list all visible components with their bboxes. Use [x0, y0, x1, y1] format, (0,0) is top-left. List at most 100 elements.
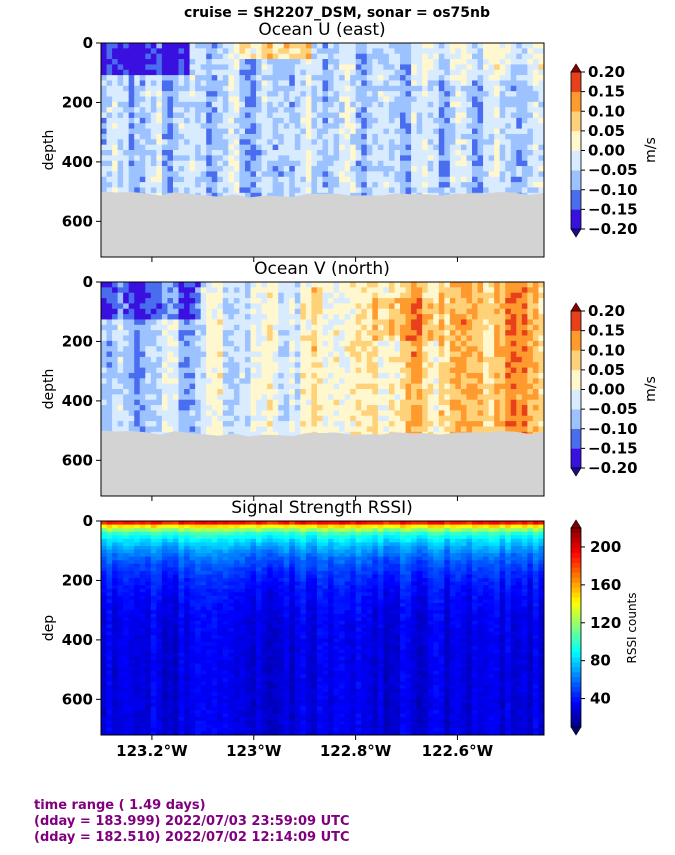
- u-cell: [178, 139, 185, 146]
- u-cell: [228, 59, 235, 65]
- u-cell: [195, 123, 202, 129]
- u-cell: [128, 144, 135, 151]
- v-cell: [217, 410, 224, 417]
- v-cell: [355, 340, 362, 347]
- v-cell: [361, 303, 368, 310]
- v-cell: [112, 372, 119, 379]
- u-cell: [250, 59, 257, 65]
- rssi-cell: [106, 570, 113, 575]
- u-cell: [460, 91, 467, 97]
- v-cell: [305, 282, 312, 288]
- v-cell: [311, 298, 318, 304]
- u-cell: [256, 150, 262, 156]
- u-cell: [460, 59, 467, 65]
- v-cell: [510, 399, 517, 406]
- u-cell: [211, 53, 218, 60]
- v-cell: [161, 362, 168, 368]
- u-cell: [527, 85, 534, 92]
- v-cell: [366, 372, 373, 379]
- u-cell: [339, 75, 346, 81]
- v-cell: [361, 394, 368, 401]
- v-cell: [283, 431, 290, 438]
- u-cell: [139, 59, 146, 65]
- v-cell: [488, 399, 495, 406]
- u-cell: [366, 101, 373, 108]
- v-cell: [510, 367, 517, 374]
- v-cell: [256, 314, 262, 320]
- v-cell: [532, 405, 539, 411]
- v-cell: [206, 415, 213, 422]
- u-cell: [339, 117, 346, 124]
- rssi-cell: [101, 556, 107, 561]
- u-cell: [289, 128, 296, 135]
- u-cell: [394, 53, 401, 60]
- v-cell: [449, 346, 456, 352]
- v-cell: [189, 308, 196, 315]
- v-cell: [184, 426, 190, 433]
- v-cell: [344, 330, 351, 336]
- v-cell: [228, 324, 235, 331]
- v-cell: [233, 405, 240, 411]
- u-cell: [444, 43, 451, 49]
- v-cell: [388, 356, 395, 363]
- u-cell: [300, 176, 307, 183]
- v-cell: [460, 378, 467, 385]
- u-cell: [305, 176, 312, 183]
- v-cell: [322, 303, 329, 310]
- v-cell: [150, 351, 157, 358]
- u-cell: [217, 182, 224, 188]
- v-cell: [494, 378, 501, 385]
- v-cell: [460, 340, 467, 347]
- v-cell: [278, 367, 285, 374]
- v-cell: [139, 421, 146, 427]
- v-cell: [172, 356, 179, 363]
- v-cell: [267, 324, 274, 331]
- u-cell: [316, 85, 323, 92]
- rssi-cell: [101, 624, 107, 629]
- v-cell: [344, 415, 351, 422]
- v-cell: [161, 389, 168, 395]
- u-cell: [189, 85, 196, 92]
- u-cell: [377, 123, 384, 129]
- u-cell: [472, 101, 478, 108]
- u-cell: [289, 75, 296, 81]
- u-cell: [289, 112, 296, 119]
- u-cell: [316, 128, 323, 135]
- v-cell: [161, 335, 168, 342]
- u-cell: [510, 176, 517, 183]
- u-cell: [150, 59, 157, 65]
- u-cell: [483, 155, 490, 162]
- v-cell: [167, 362, 174, 368]
- u-cell: [427, 64, 434, 71]
- u-cell: [294, 64, 301, 71]
- v-cell: [377, 389, 384, 395]
- v-cell: [211, 346, 218, 352]
- v-cell: [344, 303, 351, 310]
- v-cell: [101, 346, 107, 352]
- u-cell: [139, 187, 146, 194]
- u-cell: [483, 85, 490, 92]
- u-cell: [400, 171, 406, 178]
- v-cell: [139, 383, 146, 390]
- u-cell: [400, 128, 406, 135]
- u-cell: [217, 91, 224, 97]
- u-cell: [172, 144, 179, 151]
- u-cell: [128, 182, 135, 188]
- colorbar-tick-label: −0.15: [588, 200, 638, 218]
- u-cell: [244, 53, 251, 60]
- v-cell: [178, 303, 185, 310]
- u-cell: [200, 150, 207, 156]
- u-cell: [316, 107, 323, 113]
- u-cell: [416, 80, 423, 87]
- v-cell: [499, 394, 506, 401]
- u-cell: [316, 112, 323, 119]
- u-cell: [239, 192, 246, 199]
- u-cell: [516, 117, 523, 124]
- v-cell: [455, 405, 462, 411]
- u-cell: [483, 171, 490, 178]
- v-cell: [261, 356, 268, 363]
- u-cell: [139, 80, 146, 87]
- v-cell: [117, 314, 124, 320]
- u-cell: [494, 64, 501, 71]
- u-cell: [510, 101, 517, 108]
